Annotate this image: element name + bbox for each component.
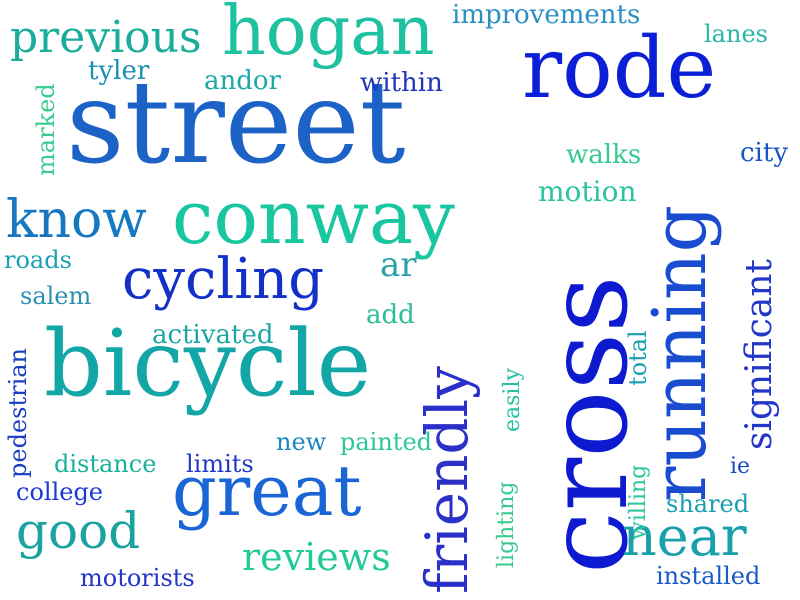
word-significant: significant — [739, 258, 780, 450]
word-pedestrian: pedestrian — [4, 347, 32, 478]
word-willing: willing — [626, 464, 651, 540]
word-previous: previous — [10, 12, 202, 63]
word-distance: distance — [54, 450, 157, 478]
word-street: street — [66, 56, 406, 189]
word-know: know — [6, 190, 147, 250]
word-bicycle: bicycle — [44, 310, 372, 417]
word-limits: limits — [186, 450, 254, 478]
word-running: running — [637, 204, 723, 502]
word-shared: shared — [666, 490, 750, 518]
word-great: great — [172, 450, 362, 532]
word-lanes: lanes — [704, 20, 768, 48]
word-activated: activated — [152, 320, 274, 350]
word-add: add — [366, 300, 415, 330]
word-walks: walks — [566, 140, 642, 170]
word-total: total — [624, 330, 652, 386]
word-new: new — [276, 428, 327, 456]
word-improvements: improvements — [452, 0, 641, 30]
word-andor: andor — [204, 66, 281, 96]
word-motorists: motorists — [80, 564, 195, 592]
word-roads: roads — [4, 246, 72, 274]
word-reviews: reviews — [242, 535, 391, 579]
word-easily: easily — [500, 368, 525, 432]
word-rode: rode — [522, 19, 717, 117]
word-within: within — [360, 68, 443, 98]
word-cycling: cycling — [122, 247, 325, 312]
word-painted: painted — [340, 428, 433, 456]
word-good: good — [16, 502, 141, 560]
word-marked: marked — [32, 83, 60, 176]
word-tyler: tyler — [88, 56, 150, 86]
word-conway: conway — [172, 175, 455, 261]
word-friendly: friendly — [413, 366, 481, 594]
word-ie: ie — [730, 454, 751, 479]
word-motion: motion — [538, 175, 637, 208]
word-near: near — [622, 505, 747, 568]
word-hogan: hogan — [222, 0, 435, 71]
word-salem: salem — [20, 282, 92, 310]
word-ar: ar — [380, 245, 417, 285]
word-lighting: lighting — [494, 481, 519, 568]
word-installed: installed — [656, 562, 761, 590]
word-college: college — [16, 478, 104, 506]
word-city: city — [740, 138, 789, 168]
